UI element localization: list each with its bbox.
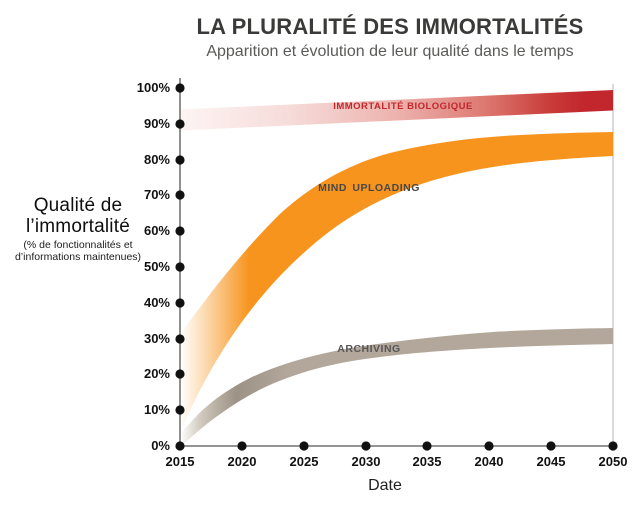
chart-title: LA PLURALITÉ DES IMMORTALITÉS bbox=[196, 14, 584, 39]
y-tick-label-20: 20% bbox=[143, 366, 170, 381]
y-tick-label-70: 70% bbox=[143, 187, 170, 202]
x-tick-label-2040: 2040 bbox=[474, 454, 504, 469]
x-tick-label-2050: 2050 bbox=[598, 454, 628, 469]
y-tick-label-40: 40% bbox=[143, 295, 170, 310]
y-axis-title: Qualité de l’immortalité (% de fonctionn… bbox=[6, 195, 150, 263]
mind-uploading-label: MIND UPLOADING bbox=[318, 182, 420, 194]
y-tick-label-30: 30% bbox=[143, 331, 170, 346]
chart-subtitle: Apparition et évolution de leur qualité … bbox=[206, 43, 574, 60]
y-axis-subtitle-line2: d’informations maintenues) bbox=[14, 251, 142, 263]
mind-uploading-band bbox=[181, 132, 613, 428]
y-tick-label-10: 10% bbox=[143, 402, 170, 417]
x-tick-label-2025: 2025 bbox=[289, 454, 319, 469]
y-tick-label-50: 50% bbox=[143, 259, 170, 274]
y-axis-title-line1: Qualité de bbox=[33, 195, 123, 216]
y-axis-title-line2: l’immortalité bbox=[26, 216, 130, 237]
y-tick-label-80: 80% bbox=[143, 152, 170, 167]
x-axis-title: Date bbox=[368, 477, 402, 494]
x-tick-label-2020: 2020 bbox=[227, 454, 257, 469]
y-tick-label-0: 0% bbox=[151, 438, 170, 453]
biological-immortality-label: IMMORTALITÉ BIOLOGIQUE bbox=[333, 101, 473, 112]
x-axis-tick-dots bbox=[237, 441, 618, 451]
x-tick-label-2015: 2015 bbox=[165, 454, 195, 469]
y-axis-subtitle-line1: (% de fonctionnalités et bbox=[23, 239, 133, 251]
x-tick-label-2045: 2045 bbox=[536, 454, 566, 469]
x-tick-label-2035: 2035 bbox=[412, 454, 442, 469]
archiving-label: ARCHIVING bbox=[337, 343, 401, 355]
y-tick-label-60: 60% bbox=[143, 223, 170, 238]
biological-immortality-band bbox=[180, 90, 613, 131]
x-tick-label-2030: 2030 bbox=[351, 454, 381, 469]
y-tick-label-90: 90% bbox=[143, 116, 170, 131]
archiving-band bbox=[181, 328, 613, 446]
y-axis-tick-dots bbox=[175, 83, 185, 451]
y-tick-label-100: 100% bbox=[136, 80, 170, 95]
